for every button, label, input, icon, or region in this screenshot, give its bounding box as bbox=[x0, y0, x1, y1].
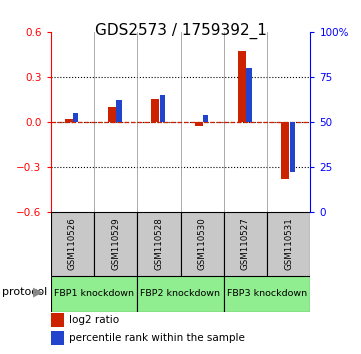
Text: GDS2573 / 1759392_1: GDS2573 / 1759392_1 bbox=[95, 23, 266, 39]
Text: GSM110527: GSM110527 bbox=[241, 218, 250, 270]
Bar bbox=[152, 99, 159, 122]
Text: percentile rank within the sample: percentile rank within the sample bbox=[69, 333, 245, 343]
Text: GSM110526: GSM110526 bbox=[68, 218, 77, 270]
Bar bbox=[203, 115, 208, 122]
Text: protocol: protocol bbox=[2, 287, 47, 297]
Text: FBP1 knockdown: FBP1 knockdown bbox=[54, 289, 134, 298]
Bar bbox=[51, 313, 64, 327]
Bar bbox=[108, 107, 116, 122]
Text: FBP2 knockdown: FBP2 knockdown bbox=[140, 289, 221, 298]
Bar bbox=[160, 95, 165, 122]
Bar bbox=[267, 212, 310, 276]
Bar bbox=[94, 212, 137, 276]
Bar bbox=[246, 68, 252, 122]
Bar bbox=[224, 212, 267, 276]
Bar bbox=[282, 122, 289, 179]
Bar bbox=[73, 113, 78, 122]
Text: ▶: ▶ bbox=[33, 286, 43, 298]
Bar bbox=[137, 212, 180, 276]
Text: GSM110529: GSM110529 bbox=[111, 218, 120, 270]
Bar bbox=[238, 51, 246, 122]
Text: FBP3 knockdown: FBP3 knockdown bbox=[227, 289, 307, 298]
Text: GSM110530: GSM110530 bbox=[198, 218, 206, 270]
Bar bbox=[290, 122, 295, 172]
Bar bbox=[224, 276, 310, 312]
Text: log2 ratio: log2 ratio bbox=[69, 315, 119, 325]
Bar bbox=[137, 276, 224, 312]
Text: GSM110528: GSM110528 bbox=[155, 218, 163, 270]
Bar bbox=[116, 100, 122, 122]
Bar bbox=[51, 331, 64, 345]
Text: GSM110531: GSM110531 bbox=[284, 218, 293, 270]
Bar bbox=[180, 212, 224, 276]
Bar bbox=[51, 212, 94, 276]
Bar bbox=[195, 122, 203, 126]
Bar bbox=[65, 119, 73, 122]
Bar bbox=[51, 276, 137, 312]
